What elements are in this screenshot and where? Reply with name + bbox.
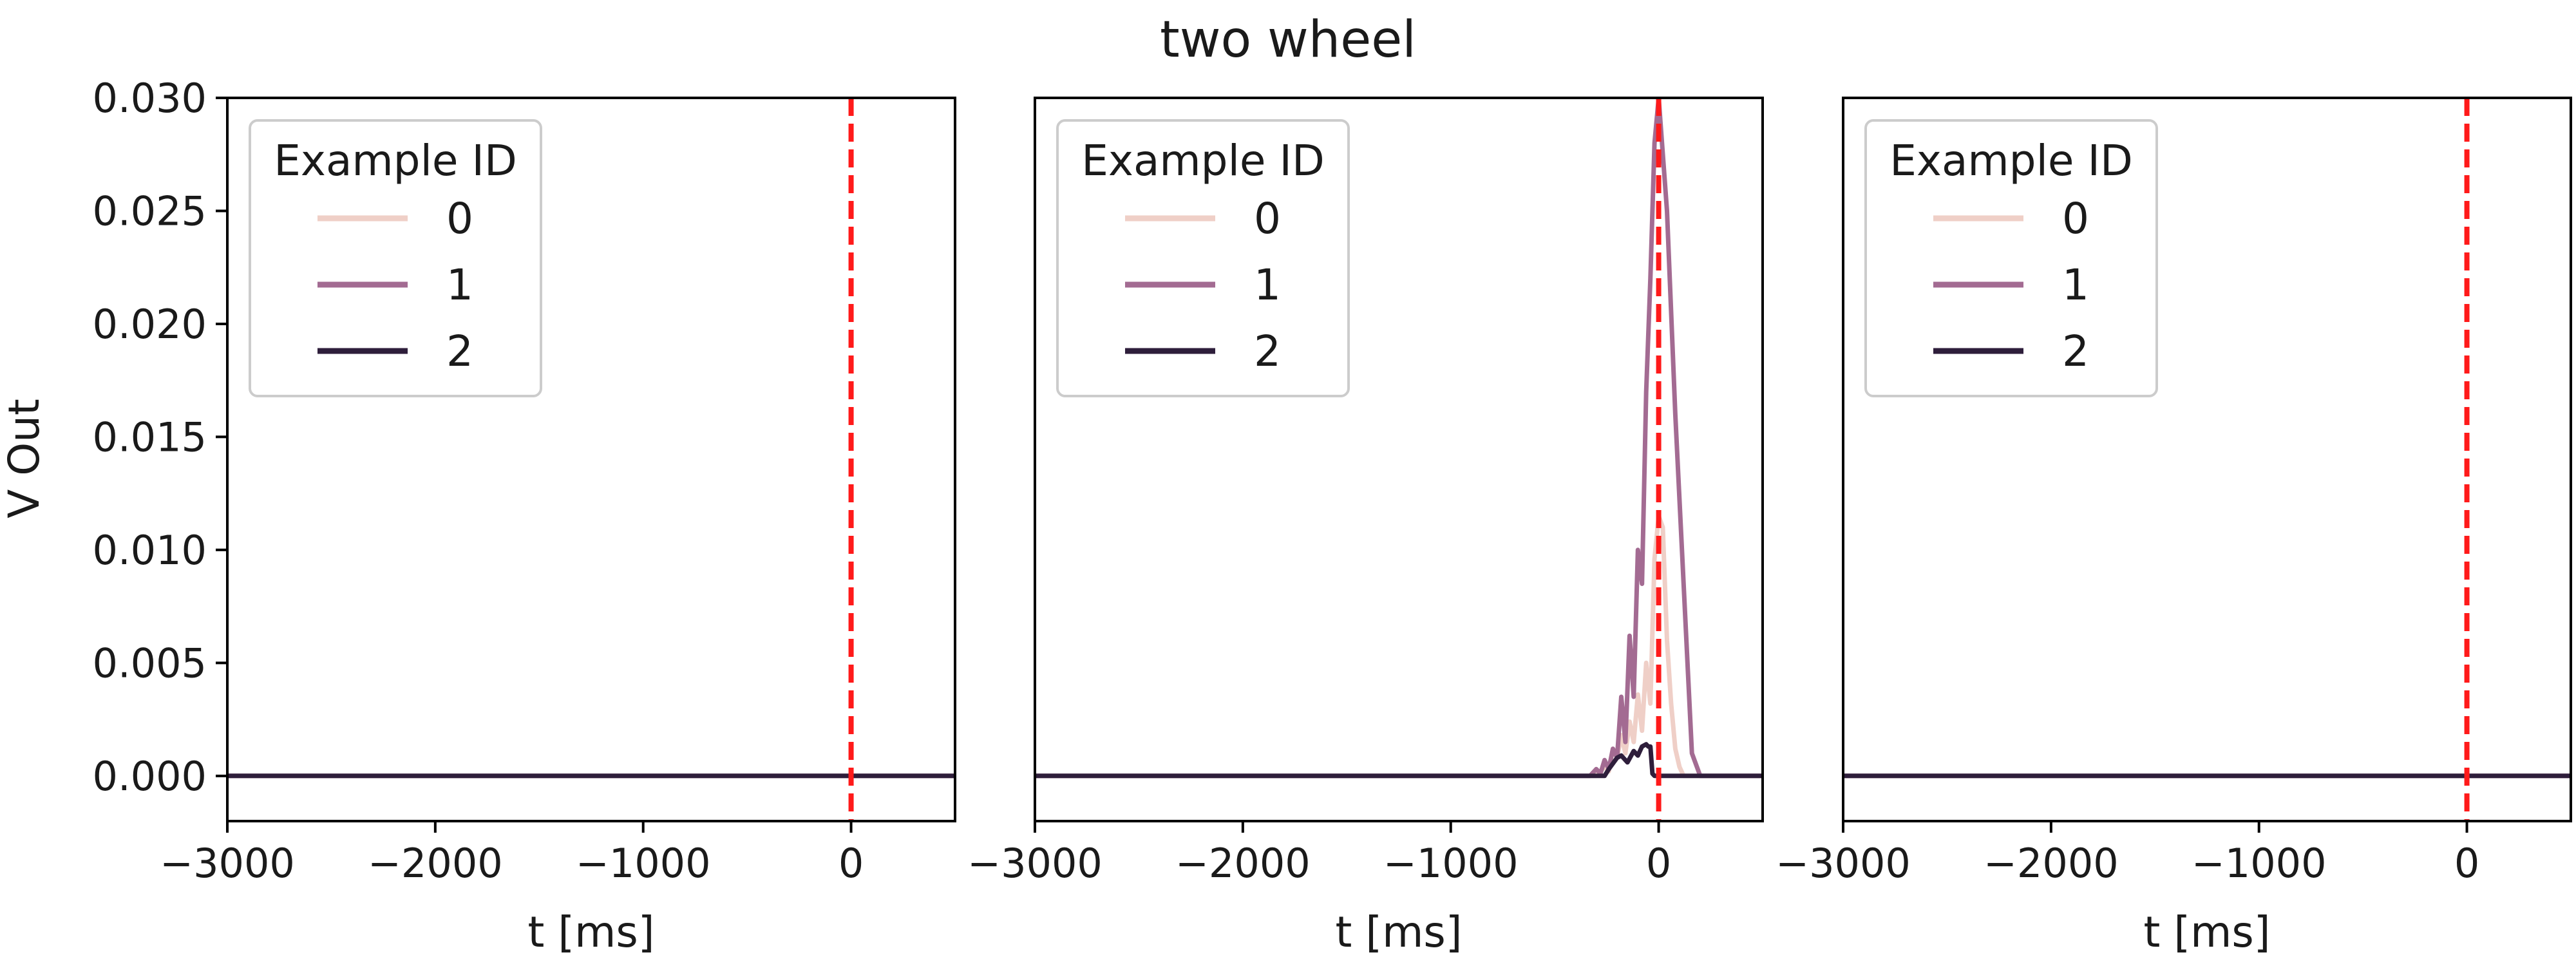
panel-3: −3000 −2000 −1000 0 t [ms] Example ID 0 1 2 bbox=[1776, 97, 2572, 957]
panel-1-xtick-label: 0 bbox=[838, 840, 864, 887]
panel-2-xtick-label: −3000 bbox=[967, 840, 1103, 887]
panel-1-axes-frame bbox=[226, 97, 956, 822]
panel-2-legend: Example ID 0 1 2 bbox=[1056, 119, 1350, 397]
panel-3-legend-box bbox=[1864, 119, 2158, 397]
panel-3-plot-area bbox=[1843, 98, 2571, 821]
panel-2-plot-area bbox=[1035, 98, 1763, 821]
panel-1-x-axis-label: t [ms] bbox=[527, 907, 654, 957]
panel-1-legend-label-0: 0 bbox=[446, 194, 473, 243]
panel-1-ytick-label: 0.000 bbox=[93, 753, 207, 800]
y-axis-label: V Out bbox=[0, 399, 49, 518]
panel-2-series-0-line bbox=[1035, 513, 1763, 779]
panels: −3000 −2000 −1000 0 0.000 0.005 0.010 0.015 0.02… bbox=[93, 75, 2572, 957]
panel-3-xtick-label: −1000 bbox=[2192, 840, 2327, 887]
panel-2-x-axis-label: t [ms] bbox=[1335, 907, 1462, 957]
panel-3-legend-label-1: 1 bbox=[2062, 260, 2089, 310]
panel-1-legend: Example ID 0 1 2 bbox=[249, 119, 542, 397]
panel-1-legend-label-2: 2 bbox=[446, 327, 473, 376]
panel-3-xtick-label: 0 bbox=[2454, 840, 2479, 887]
panel-3-legend-label-0: 0 bbox=[2062, 194, 2089, 243]
panel-1-xtick-label: −1000 bbox=[576, 840, 711, 887]
panel-1-legend-box bbox=[249, 119, 542, 397]
panel-3-x-axis-label: t [ms] bbox=[2143, 907, 2270, 957]
panel-2-axes-frame bbox=[1034, 97, 1764, 822]
panel-1-legend-title: Example ID bbox=[274, 136, 517, 185]
panel-2-series-2-line bbox=[1035, 742, 1763, 779]
panel-2-legend-title: Example ID bbox=[1081, 136, 1325, 185]
panel-1-xtick-label: −2000 bbox=[368, 840, 503, 887]
panel-2-legend-label-0: 0 bbox=[1254, 194, 1281, 243]
panel-2-legend-label-2: 2 bbox=[1254, 327, 1281, 376]
panel-1: −3000 −2000 −1000 0 0.000 0.005 0.010 0.015 0.02… bbox=[93, 75, 956, 957]
panel-2-legend-box bbox=[1056, 119, 1350, 397]
panel-2-xtick-label: −2000 bbox=[1175, 840, 1311, 887]
panel-2-xtick-label: 0 bbox=[1646, 840, 1671, 887]
panel-1-xtick-label: −3000 bbox=[160, 840, 295, 887]
panel-1-ytick-label: 0.020 bbox=[93, 301, 207, 348]
panel-2-xtick-label: −1000 bbox=[1383, 840, 1519, 887]
panel-2-legend-label-1: 1 bbox=[1254, 260, 1281, 310]
chart-title: two wheel bbox=[1160, 11, 1416, 69]
panel-1-legend-label-1: 1 bbox=[446, 260, 473, 310]
panel-1-plot-area bbox=[227, 98, 955, 821]
panel-1-ytick-label: 0.030 bbox=[93, 75, 207, 122]
panel-1-ytick-label: 0.015 bbox=[93, 413, 207, 460]
panel-1-ytick-label: 0.025 bbox=[93, 187, 207, 234]
panel-3-legend-title: Example ID bbox=[1889, 136, 2133, 185]
panel-2: −3000 −2000 −1000 0 t [ms] Example ID 0 1 2 bbox=[967, 97, 1764, 957]
panel-1-ytick-label: 0.005 bbox=[93, 639, 207, 687]
panel-3-xtick-label: −3000 bbox=[1776, 840, 1911, 887]
panel-1-ytick-label: 0.010 bbox=[93, 527, 207, 574]
panel-3-legend-label-2: 2 bbox=[2062, 327, 2089, 376]
panel-3-xtick-label: −2000 bbox=[1984, 840, 2119, 887]
panel-3-legend: Example ID 0 1 2 bbox=[1864, 119, 2158, 397]
panel-3-axes-frame bbox=[1842, 97, 2572, 822]
panel-2-series-1-line bbox=[1035, 98, 1763, 779]
